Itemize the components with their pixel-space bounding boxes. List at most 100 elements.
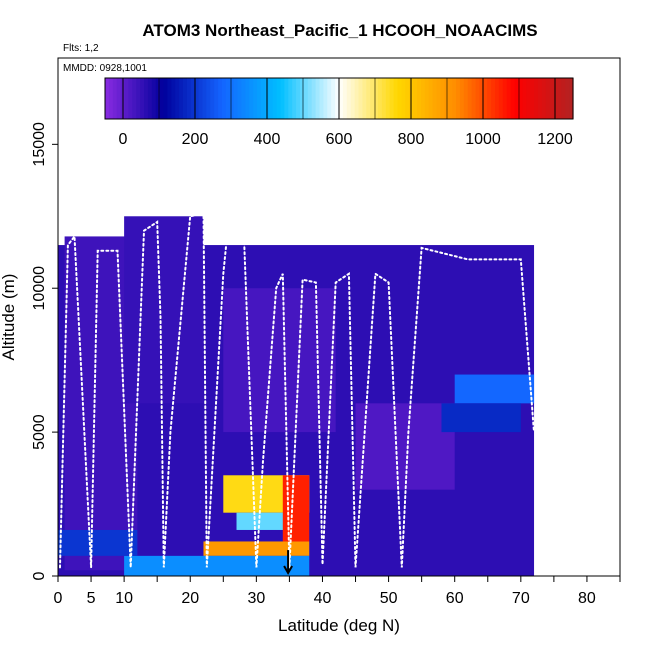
colorbar-swatch [159,78,165,119]
y-axis: 0 5000 10000 15000 [31,122,58,580]
colorbar-swatch [479,78,484,119]
colorbar-swatch [311,78,317,119]
colorbar-swatch [471,78,477,119]
heatmap-cell [454,374,535,404]
colorbar-swatch [186,78,192,119]
colorbar-swatch [405,78,410,119]
colorbar-swatch [346,78,352,119]
colorbar-swatch [506,78,512,119]
colorbar-swatch [280,78,285,119]
heatmap-cell [58,529,138,556]
colorbar-swatch [335,78,340,119]
chart-title: ATOM3 Northeast_Pacific_1 HCOOH_NOAACIMS [142,21,537,40]
colorbar-swatch [276,78,282,119]
colorbar-swatch [530,78,535,119]
x-tick-label: 80 [578,590,596,607]
colorbar-swatch [358,78,363,119]
colorbar-swatch [288,78,293,119]
x-tick-label: 40 [314,590,332,607]
colorbar-swatch [105,78,110,119]
colorbar-swatch [175,78,180,119]
colorbar-swatch [549,78,555,119]
colorbar-swatch [339,78,344,119]
colorbar-swatch [518,78,523,119]
colorbar-swatch [342,78,348,119]
arrow-head [283,565,293,576]
colorbar-swatch [167,78,172,119]
colorbar-swatch [498,78,504,119]
colorbar-swatch [393,78,399,119]
colorbar-swatch [147,78,153,119]
colorbar-swatch [565,78,570,119]
colorbar-swatch [163,78,168,119]
colorbar-swatch [222,78,227,119]
colorbar-swatch [467,78,473,119]
colorbar-swatch [253,78,258,119]
colorbar-swatch [463,78,469,119]
colorbar-swatch [420,78,426,119]
x-tick-label: 0 [54,590,63,607]
colorbar-swatch [553,78,558,119]
y-tick-label: 5000 [31,414,48,450]
colorbar-swatch [327,78,332,119]
colorbar-swatch [440,78,445,119]
colorbar-swatch [452,78,457,119]
colorbar-swatch [284,78,289,119]
colorbar-swatch [108,78,114,119]
colorbar-swatch [179,78,184,119]
colorbar-swatch [249,78,254,119]
colorbar-swatch [456,78,461,119]
colorbar-swatch [214,78,219,119]
colorbar-swatch [225,78,231,119]
flights-label: Flts: 1,2 [63,43,99,54]
colorbar-swatch [366,78,371,119]
colorbar-swatch [350,78,356,119]
colorbar-swatch [210,78,215,119]
y-tick-label: 15000 [31,122,48,167]
colorbar-swatch [292,78,297,119]
colorbar-swatch [541,78,547,119]
colorbar-swatch [526,78,531,119]
colorbar-swatch [331,78,336,119]
colorbar-swatch [261,78,266,119]
dates-label: MMDD: 0928,1001 [63,63,147,74]
colorbar-swatch [319,78,324,119]
colorbar-swatch [397,78,402,119]
colorbar-swatch [495,78,500,119]
plot-frame [57,57,621,577]
colorbar-tick-label: 600 [326,131,353,148]
x-tick-label: 70 [512,590,530,607]
y-axis-label: Altitude (m) [0,274,18,361]
colorbar-swatch [183,78,188,119]
heatmap-cell [124,216,204,404]
y-tick-label: 0 [31,571,48,580]
colorbar-swatch [522,78,527,119]
colorbar-tick-label: 200 [182,131,209,148]
colorbar-swatch [491,78,496,119]
colorbar-swatch [444,78,449,119]
heatmap-cell [355,403,455,490]
colorbar-tick-label: 800 [398,131,425,148]
colorbar-tick-label: 400 [254,131,281,148]
colorbar-swatch [432,78,438,119]
colorbar-swatch [561,78,566,119]
colorbar-swatch [136,78,141,119]
colorbar-swatch [381,78,387,119]
heatmap-cell [441,403,521,433]
colorbar-swatch [510,78,516,119]
flight-track [59,206,535,569]
colorbar-swatch [206,78,211,119]
x-tick-label: 5 [87,590,96,607]
colorbar-swatch [413,78,418,119]
flight-track-line [59,206,535,569]
y-tick-label: 10000 [31,266,48,311]
x-axis: 0 5 10 20 30 40 50 60 70 80 [54,576,621,607]
colorbar-swatch [436,78,441,119]
x-tick-label: 50 [380,590,398,607]
x-tick-label: 20 [181,590,199,607]
colorbar-swatch [385,78,391,119]
colorbar-swatch [268,78,274,119]
colorbar-swatch [229,78,235,119]
colorbar-swatch [378,78,383,119]
